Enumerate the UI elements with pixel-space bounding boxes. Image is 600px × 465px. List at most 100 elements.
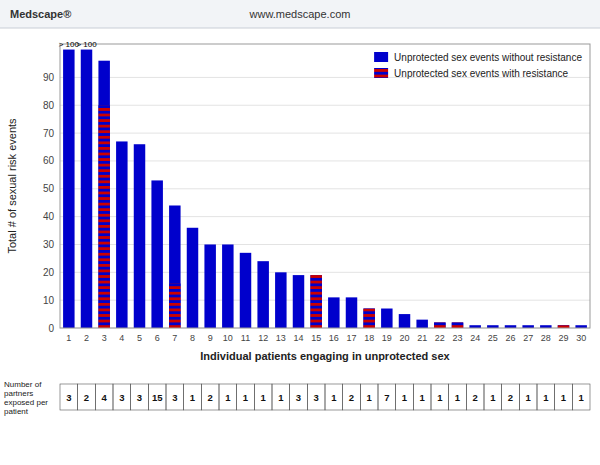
table-cell bbox=[502, 384, 520, 410]
legend-label: Unprotected sex events with resistance bbox=[394, 68, 568, 79]
table-cell bbox=[237, 384, 255, 410]
table-cell bbox=[60, 384, 78, 410]
x-tick-label: 4 bbox=[119, 333, 124, 343]
table-label-line: patient bbox=[4, 407, 29, 416]
table-value: 2 bbox=[84, 392, 89, 403]
table-value: 1 bbox=[455, 392, 461, 403]
x-tick-label: 11 bbox=[241, 333, 250, 343]
annotation: > 100 bbox=[76, 40, 97, 49]
bar bbox=[328, 297, 339, 328]
x-tick-label: 28 bbox=[541, 333, 551, 343]
bar bbox=[363, 309, 374, 328]
x-tick-label: 12 bbox=[258, 333, 268, 343]
table-cell bbox=[219, 384, 237, 410]
x-tick-label: 27 bbox=[523, 333, 533, 343]
table-value: 1 bbox=[490, 392, 496, 403]
y-tick-label: 0 bbox=[48, 323, 54, 334]
table-value: 2 bbox=[473, 392, 478, 403]
table-value: 1 bbox=[543, 392, 549, 403]
x-tick-label: 7 bbox=[172, 333, 177, 343]
bars bbox=[63, 50, 587, 328]
y-tick-label: 10 bbox=[43, 295, 55, 306]
table-value: 2 bbox=[208, 392, 213, 403]
x-tick-label: 25 bbox=[488, 333, 498, 343]
table-value: 3 bbox=[66, 392, 71, 403]
table-cell bbox=[254, 384, 272, 410]
legend-label: Unprotected sex events without resistanc… bbox=[394, 52, 582, 63]
bar bbox=[116, 141, 127, 328]
header-bg bbox=[0, 0, 600, 28]
bar bbox=[63, 50, 74, 328]
table-value: 1 bbox=[437, 392, 443, 403]
table-value: 4 bbox=[102, 392, 108, 403]
x-tick-label: 24 bbox=[470, 333, 480, 343]
bar bbox=[240, 253, 251, 328]
table-label-line: partners bbox=[4, 389, 33, 398]
x-tick-label: 6 bbox=[155, 333, 160, 343]
x-axis-label: Individual patients engaging in unprotec… bbox=[200, 350, 450, 362]
table-value: 1 bbox=[278, 392, 284, 403]
bar bbox=[222, 244, 233, 328]
x-tick-label: 30 bbox=[576, 333, 586, 343]
bar bbox=[310, 275, 321, 328]
bar bbox=[399, 314, 410, 328]
table-value: 15 bbox=[152, 392, 163, 403]
table-value: 2 bbox=[349, 392, 354, 403]
bar bbox=[169, 205, 180, 328]
table-value: 3 bbox=[172, 392, 177, 403]
table-value: 1 bbox=[331, 392, 337, 403]
x-tick-label: 1 bbox=[66, 333, 71, 343]
plot-frame bbox=[60, 44, 590, 328]
table-value: 1 bbox=[402, 392, 408, 403]
table-value: 1 bbox=[367, 392, 373, 403]
x-tick-label: 20 bbox=[399, 333, 409, 343]
table-value: 3 bbox=[137, 392, 142, 403]
x-tick-label: 5 bbox=[137, 333, 142, 343]
bar bbox=[151, 180, 162, 328]
table-value: 1 bbox=[225, 392, 231, 403]
grid bbox=[60, 77, 590, 328]
y-tick-label: 80 bbox=[43, 100, 55, 111]
x-tick-label: 23 bbox=[452, 333, 462, 343]
table-value: 1 bbox=[526, 392, 532, 403]
table-cell bbox=[78, 384, 96, 410]
bar bbox=[98, 61, 109, 328]
table-value: 7 bbox=[384, 392, 389, 403]
x-tick-label: 3 bbox=[102, 333, 107, 343]
table-value: 1 bbox=[579, 392, 585, 403]
legend-swatch bbox=[374, 52, 388, 62]
header-rule bbox=[0, 28, 600, 29]
table-cell bbox=[572, 384, 590, 410]
table-value: 1 bbox=[561, 392, 567, 403]
table-cell bbox=[184, 384, 202, 410]
bar bbox=[310, 275, 321, 328]
table-cell bbox=[307, 384, 325, 410]
table-cell bbox=[431, 384, 449, 410]
table-value: 1 bbox=[190, 392, 196, 403]
bar bbox=[416, 320, 427, 328]
table-value: 3 bbox=[314, 392, 319, 403]
x-tick-label: 21 bbox=[417, 333, 427, 343]
bar bbox=[381, 309, 392, 328]
x-tick-label: 22 bbox=[435, 333, 445, 343]
bar bbox=[275, 272, 286, 328]
bar bbox=[346, 297, 357, 328]
x-tick-label: 8 bbox=[190, 333, 195, 343]
table-cell bbox=[519, 384, 537, 410]
table-cell bbox=[272, 384, 290, 410]
table-cell bbox=[201, 384, 219, 410]
table-cell bbox=[484, 384, 502, 410]
x-tick-label: 17 bbox=[346, 333, 356, 343]
x-tick-label: 10 bbox=[223, 333, 233, 343]
chart: Medscape®www.medscape.com010203040506070… bbox=[0, 0, 600, 465]
x-tick-label: 26 bbox=[505, 333, 515, 343]
plot-bg bbox=[60, 44, 590, 328]
y-tick-label: 90 bbox=[43, 72, 55, 83]
table-cell bbox=[378, 384, 396, 410]
table-cell bbox=[537, 384, 555, 410]
table-cell bbox=[555, 384, 573, 410]
table-cell bbox=[166, 384, 184, 410]
table-label: Number ofpartnersexposed perpatient bbox=[4, 380, 48, 416]
bar bbox=[293, 275, 304, 328]
table-value: 3 bbox=[119, 392, 124, 403]
